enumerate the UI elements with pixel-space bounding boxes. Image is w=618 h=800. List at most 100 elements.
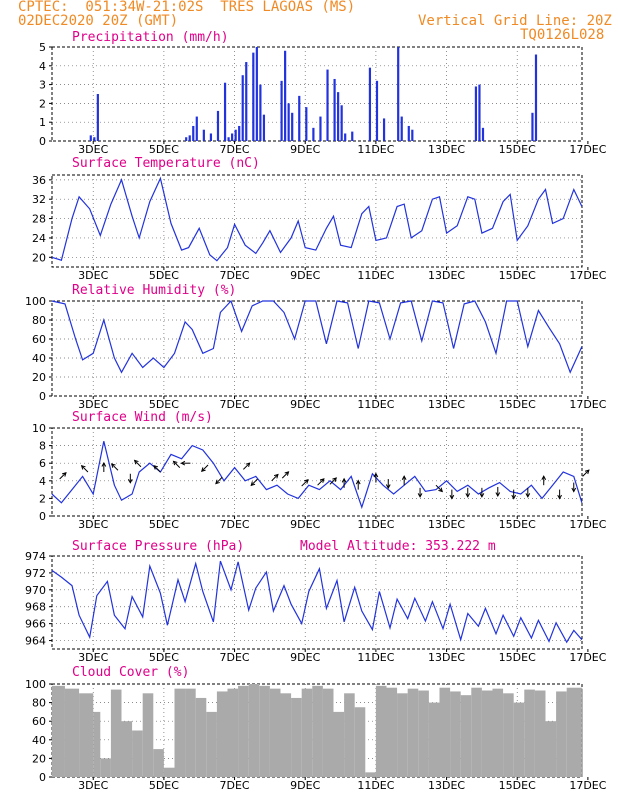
precip-x-tick: 15DEC (499, 143, 536, 156)
cloud-bar (524, 689, 535, 777)
precip-x-tick: 3DEC (78, 143, 108, 156)
wind-arrow-shaft (250, 478, 258, 486)
precip-bar (223, 82, 227, 141)
precip-bar (245, 62, 248, 141)
cloud-bar (227, 688, 239, 777)
temp-x-tick: 13DEC (428, 269, 465, 282)
temp-y-tick: 28 (32, 213, 46, 226)
wind-arrow-head (215, 479, 220, 485)
precip-x-tick: 9DEC (290, 143, 320, 156)
temp-x-tick: 7DEC (220, 269, 250, 282)
header-date: 02DEC2020 20Z (GMT) (18, 13, 179, 29)
wind-arrow-shaft (582, 469, 590, 477)
rh-x-tick: 13DEC (428, 398, 465, 411)
precip-y-tick: 5 (39, 41, 46, 54)
cloud-y-tick: 20 (32, 752, 46, 765)
wind-arrow-head (495, 492, 501, 498)
precip-bar (337, 92, 340, 141)
cloud-bar (269, 688, 281, 777)
precip-bar (291, 112, 294, 141)
cloud-bar (556, 691, 567, 777)
cloud-bar (312, 685, 323, 777)
precip-x-tick: 7DEC (220, 143, 250, 156)
cloud-bar (428, 702, 440, 777)
cloud-x-tick: 11DEC (357, 779, 394, 792)
temp-line (51, 176, 583, 262)
cloud-bar (333, 711, 345, 777)
wind-arrow-head (557, 494, 562, 500)
wind-arrow-head (373, 472, 379, 478)
wind-arrow-shaft (243, 462, 251, 470)
wind-x-tick: 7DEC (220, 518, 250, 531)
precip-bar (319, 116, 322, 141)
wind-arrow-head (449, 494, 455, 500)
header-code: TQ0126L028 (520, 27, 605, 43)
pressure-x-tick: 13DEC (428, 651, 465, 664)
cloud-y-tick: 60 (32, 715, 46, 728)
cloud-x-tick: 5DEC (149, 779, 179, 792)
precip-bar (326, 69, 329, 141)
wind-arrow-shaft (435, 484, 443, 492)
temp-x-tick: 5DEC (149, 269, 179, 282)
precip-title: Precipitation (mm/h) (72, 30, 229, 45)
wind-arrow-head (110, 463, 116, 468)
precip-bar (344, 133, 347, 141)
rh-title: Relative Humidity (%) (72, 283, 237, 298)
pressure-title: Surface Pressure (hPa) (72, 539, 245, 554)
cloud-bar (397, 693, 408, 777)
cloud-bar (259, 685, 270, 777)
precip-y-tick: 1 (39, 116, 46, 129)
wind-arrow-head (201, 467, 206, 472)
precip-bar (333, 78, 336, 141)
pressure-frame (51, 555, 583, 650)
cloud-bar (460, 695, 472, 777)
precip-bar (238, 125, 241, 141)
wind-arrow-head (401, 475, 407, 480)
cloud-bar (121, 721, 133, 777)
precip-bar (474, 86, 478, 141)
cloud-bar (566, 687, 582, 777)
cloud-bar (301, 688, 313, 777)
rh-x-tick: 3DEC (78, 398, 108, 411)
precip-frame (51, 46, 583, 142)
cloud-x-tick: 15DEC (499, 779, 536, 792)
wind-arrow-shaft (281, 471, 289, 479)
wind-arrow-shaft (329, 477, 337, 485)
pressure-x-tick: 11DEC (357, 651, 394, 664)
wind-arrow-head (133, 459, 139, 465)
wind-x-tick: 15DEC (499, 518, 536, 531)
wind-arrow-shaft (271, 474, 279, 482)
wind-arrow-head (571, 487, 577, 493)
wind-arrow-head (250, 481, 256, 487)
cloud-x-tick: 13DEC (428, 779, 465, 792)
wind-x-tick: 3DEC (78, 518, 108, 531)
cloud-bar (365, 772, 376, 777)
rh-y-tick: 0 (39, 390, 46, 403)
rh-y-tick: 100 (25, 295, 46, 308)
precip-bar (89, 135, 92, 141)
temp-frame (51, 174, 583, 268)
wind-arrow-head (417, 493, 423, 498)
rh-y-tick: 80 (32, 314, 46, 327)
pressure-y-tick: 966 (25, 618, 46, 631)
wind-arrow-head (61, 472, 67, 477)
wind-arrow-head (355, 479, 361, 485)
wind-x-tick: 11DEC (357, 518, 394, 531)
precip-bar (195, 116, 198, 141)
temp-title: Surface Temperature (nC) (72, 156, 260, 171)
cloud-y-tick: 40 (32, 734, 46, 747)
wind-arrow-head (127, 479, 133, 484)
wind-arrow-head (319, 478, 325, 483)
wind-arrow-head (341, 477, 347, 483)
cloud-bar (64, 688, 80, 777)
precip-bar (298, 95, 301, 141)
cloud-bar (93, 711, 101, 777)
precip-bar (185, 137, 188, 141)
wind-arrow-shaft (215, 476, 223, 484)
precip-bar (312, 127, 315, 141)
wind-line (51, 441, 583, 510)
wind-arrow-head (273, 473, 279, 479)
cloud-title: Cloud Cover (%) (72, 665, 190, 680)
wind-arrow-head (284, 471, 290, 476)
